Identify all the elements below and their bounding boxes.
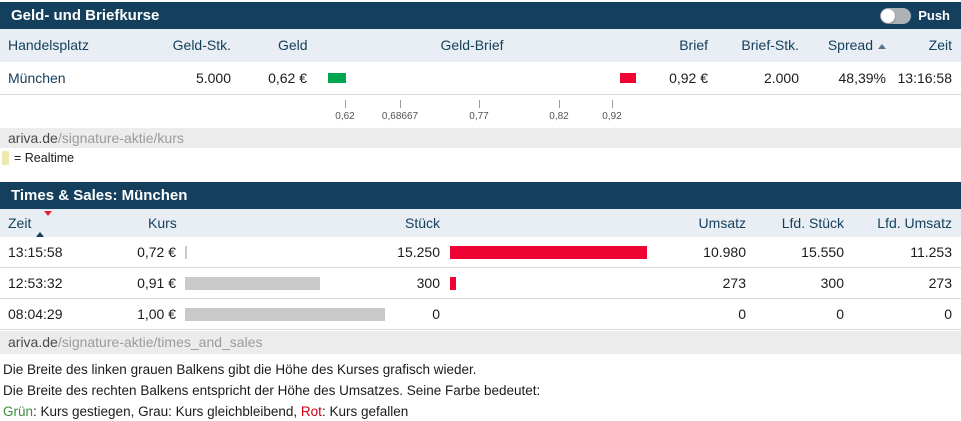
- col-brief: Brief: [679, 37, 708, 53]
- sort-down-icon: [44, 211, 53, 233]
- spread-value: 48,39%: [838, 70, 886, 86]
- url-domain: ariva.de: [8, 130, 58, 146]
- realtime-swatch: [2, 151, 9, 165]
- ts-zeit-value: 12:53:32: [8, 275, 63, 291]
- kurs-bar: [185, 277, 320, 290]
- col-ts-umsatz: Umsatz: [698, 215, 746, 231]
- sort-both-icon: [36, 210, 53, 238]
- footnote-line-2: Die Breite des rechten Balkens entsprich…: [3, 383, 541, 398]
- ts-umsatz-value: 10.980: [703, 244, 746, 260]
- ts-kurs-value: 0,91 €: [137, 275, 176, 291]
- ts-table-row: 13:15:58 0,72 € 15.250 10.980 15.550 11.…: [0, 237, 961, 268]
- col-ts-lfd-stueck: Lfd. Stück: [781, 215, 844, 231]
- col-geld-stk: Geld-Stk.: [172, 37, 231, 53]
- col-spread-sort[interactable]: Spread: [766, 29, 886, 62]
- legend-end-text: : Kurs gefallen: [321, 404, 409, 419]
- col-geld-brief: Geld-Brief: [440, 37, 504, 53]
- ts-umsatz-value: 0: [738, 306, 746, 322]
- brief-bar: [620, 73, 636, 83]
- col-geld: Geld: [278, 37, 308, 53]
- ts-stueck-value: 300: [416, 275, 440, 291]
- col-ts-zeit-sort[interactable]: Zeit: [8, 209, 53, 238]
- bidask-header-bar: Geld- und Briefkurse Push: [0, 2, 961, 29]
- tick-mark: [612, 100, 613, 108]
- footnote-line-3: Grün: Kurs gestiegen, Grau: Kurs gleichb…: [3, 404, 958, 420]
- handelsplatz-link[interactable]: München: [8, 70, 66, 86]
- bidask-column-header-row: Handelsplatz Geld-Stk. Geld Geld-Brief B…: [0, 29, 961, 62]
- legend-mid-text: : Kurs gestiegen, Grau: Kurs gleichbleib…: [33, 404, 301, 419]
- tick-label: 0,92: [602, 111, 622, 122]
- ts-source-url: ariva.de/signature-aktie/times_and_sales: [0, 331, 961, 354]
- col-handelsplatz: Handelsplatz: [8, 37, 89, 53]
- brief-stk-value: 2.000: [763, 70, 799, 86]
- col-ts-lfd-umsatz: Lfd. Umsatz: [877, 215, 952, 231]
- legend-green-label: Grün: [3, 404, 34, 419]
- ts-umsatz-value: 273: [722, 275, 746, 291]
- tick-mark: [559, 100, 560, 108]
- ts-header-bar: Times & Sales: München: [0, 182, 961, 209]
- tick-mark: [479, 100, 480, 108]
- zeit-value: 13:16:58: [897, 70, 953, 86]
- tick-label: 0,77: [469, 111, 489, 122]
- bidask-source-url: ariva.de/signature-aktie/kurs: [0, 128, 961, 148]
- ts-stueck-value: 15.250: [397, 244, 440, 260]
- ts-stueck-value: 0: [432, 306, 440, 322]
- col-ts-stueck: Stück: [404, 215, 440, 231]
- ts-lfd-stueck-value: 15.550: [801, 244, 844, 260]
- brief-value: 0,92 €: [669, 70, 708, 86]
- umsatz-bar: [450, 277, 456, 290]
- col-ts-zeit-label: Zeit: [8, 215, 32, 231]
- ts-lfd-umsatz-value: 0: [944, 306, 952, 322]
- ts-lfd-stueck-value: 300: [820, 275, 844, 291]
- url-path: /signature-aktie/times_and_sales: [57, 334, 263, 350]
- realtime-label: = Realtime: [14, 151, 75, 165]
- ts-zeit-value: 08:04:29: [8, 306, 63, 322]
- tick-mark: [400, 100, 401, 108]
- kurs-bar: [185, 308, 385, 321]
- ts-table-row: 08:04:29 1,00 € 0 0 0 0: [0, 299, 961, 330]
- ts-column-header-row: Zeit Kurs Stück Umsatz Lfd. Stück Lfd. U…: [0, 209, 961, 238]
- legend-red-label: Rot: [300, 404, 322, 419]
- kurs-bar: [185, 246, 187, 259]
- price-axis: 0,62 0,68667 0,77 0,82 0,92: [0, 95, 961, 128]
- tick-label: 0,68667: [381, 111, 419, 122]
- geld-stk-value: 5.000: [195, 70, 231, 86]
- ts-kurs-value: 0,72 €: [137, 244, 176, 260]
- url-path: /signature-aktie/kurs: [57, 130, 184, 146]
- col-spread-label: Spread: [827, 37, 873, 53]
- bidask-title: Geld- und Briefkurse: [11, 7, 160, 24]
- bidask-row-muenchen: München 5.000 0,62 € 0,92 € 2.000 48,39%…: [0, 62, 961, 95]
- push-toggle[interactable]: Push: [880, 2, 950, 29]
- umsatz-bar: [450, 246, 647, 259]
- url-domain: ariva.de: [8, 334, 58, 350]
- ts-zeit-value: 13:15:58: [8, 244, 63, 260]
- col-brief-stk: Brief-Stk.: [741, 37, 799, 53]
- ts-lfd-stueck-value: 0: [836, 306, 844, 322]
- push-toggle-track[interactable]: [880, 7, 912, 24]
- ts-table-row: 12:53:32 0,91 € 300 273 300 273: [0, 268, 961, 299]
- footnote-line-1: Die Breite des linken grauen Balkens gib…: [3, 362, 477, 377]
- ts-title: Times & Sales: München: [11, 187, 188, 204]
- push-toggle-knob[interactable]: [881, 8, 896, 23]
- ts-lfd-umsatz-value: 273: [928, 275, 952, 291]
- tick-label: 0,62: [335, 111, 355, 122]
- sort-asc-icon: [878, 43, 886, 49]
- ts-lfd-umsatz-value: 11.253: [910, 244, 952, 260]
- col-zeit: Zeit: [928, 37, 952, 53]
- geld-bar: [328, 73, 346, 83]
- geld-value: 0,62 €: [268, 70, 307, 86]
- ts-kurs-value: 1,00 €: [137, 306, 176, 322]
- col-ts-kurs: Kurs: [148, 215, 177, 231]
- tick-label: 0,82: [549, 111, 569, 122]
- tick-mark: [345, 100, 346, 108]
- realtime-legend: = Realtime: [0, 148, 961, 168]
- push-toggle-label: Push: [918, 8, 950, 23]
